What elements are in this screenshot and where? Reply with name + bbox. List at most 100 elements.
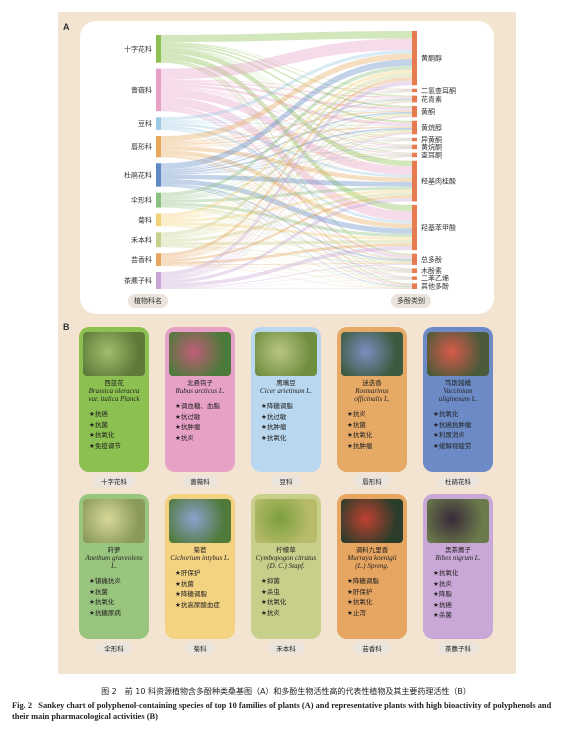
- plant-card: 调料九里香 Murraya koenigii (L.) Spreng. ★降糖调脂 ★肝…: [337, 494, 407, 639]
- sankey-link: [161, 100, 412, 237]
- sankey-link: [161, 129, 412, 278]
- sankey-target-label: 黄烷酮: [421, 142, 442, 151]
- sankey-link: [161, 77, 412, 257]
- activity-item: ★镇痛抗炎: [89, 577, 121, 585]
- sankey-target-node: [412, 160, 417, 202]
- plant-common-name: 黑茶藨子: [445, 546, 471, 554]
- sankey-source-label: 茶藨子科: [124, 276, 152, 285]
- sankey-link: [161, 150, 412, 229]
- sankey-link: [161, 225, 412, 280]
- activity-item: ★抗肿瘤: [261, 423, 287, 431]
- sankey-link: [161, 185, 412, 272]
- sankey-target-label: 查耳酮: [421, 150, 442, 159]
- sankey-link: [161, 69, 412, 217]
- sankey-link: [161, 91, 412, 277]
- sankey-link: [161, 73, 412, 237]
- plant-latin-name: officinalis L.: [354, 395, 390, 403]
- sankey-link: [161, 106, 412, 258]
- sankey-link: [161, 265, 412, 289]
- sankey-link: [161, 128, 412, 259]
- plant-latin-name: Anethum graveolens L.: [85, 554, 143, 570]
- sankey-target-node: [412, 276, 417, 280]
- sankey-target-label: 黄酮醇: [421, 54, 442, 63]
- sankey-source-node: [156, 117, 161, 130]
- sankey-link: [161, 113, 412, 219]
- sankey-link: [161, 156, 412, 281]
- activity-item: ★抗氧化: [433, 569, 459, 577]
- sankey-source-node: [156, 213, 161, 227]
- sankey-link: [161, 83, 412, 126]
- sankey-source-label: 豆科: [138, 119, 152, 128]
- sankey-link: [161, 186, 412, 287]
- plant-card: 柠檬草 Cymbopogon citratus (D. C.) Stapf. ★抑菌 ★…: [251, 494, 321, 639]
- sankey-target-label: 总多酚: [421, 255, 442, 264]
- sankey-link: [161, 91, 412, 257]
- sankey-link: [161, 222, 412, 241]
- sankey-link: [161, 246, 412, 288]
- sankey-link: [161, 99, 412, 171]
- activity-item: ★抗菌: [89, 420, 108, 429]
- family-tag: 茶藨子科: [437, 642, 479, 654]
- sankey-link: [161, 98, 412, 122]
- sankey-source-node: [156, 232, 161, 248]
- sankey-source-label: 十字花科: [124, 44, 152, 53]
- sankey-link: [161, 263, 412, 266]
- sankey-target-label: 异黄酮: [421, 135, 442, 144]
- sankey-link: [161, 48, 412, 167]
- plant-common-name: 柠檬草: [276, 546, 296, 554]
- activity-item: ★降糖调脂: [261, 402, 293, 410]
- sankey-source-node: [156, 271, 161, 289]
- plant-card: 菊苣 Cichorium intybus L. ★肝保护 ★抗菌 ★降糖调脂 ★抗高尿酸血…: [165, 494, 235, 639]
- activity-item: ★抗过敏: [175, 412, 201, 421]
- sankey-link: [161, 53, 412, 212]
- sankey-link: [161, 61, 412, 285]
- sankey-target-node: [412, 253, 417, 265]
- sankey-link: [161, 156, 412, 287]
- activity-item: ★抗氧化: [261, 598, 287, 606]
- sankey-link: [161, 145, 412, 148]
- plant-common-name: 鹰嘴豆: [276, 379, 296, 387]
- figure-caption-cn: 图 2 前 10 科资源植物含多酚种类桑基图（A）和多酚生物活性高的代表性植物及…: [101, 687, 471, 696]
- sankey-link: [161, 148, 412, 240]
- sankey-link: [161, 147, 412, 220]
- activity-item: ★肝保护: [175, 569, 201, 577]
- plant-card: 莳萝 Anethum graveolens L. ★镇痛抗炎 ★抗菌 ★抗氧化 ★抗糖尿病: [79, 494, 149, 639]
- sankey-link: [161, 245, 412, 264]
- sankey-link: [161, 147, 412, 200]
- sankey-link: [161, 91, 412, 237]
- sankey-panel: [80, 21, 494, 314]
- dill-photo: [83, 499, 145, 543]
- sankey-target-node: [412, 204, 417, 251]
- sankey-source-label: 菊科: [138, 215, 152, 224]
- sankey-target-node: [412, 283, 417, 289]
- sankey-link: [161, 115, 412, 258]
- sankey-link: [161, 80, 412, 99]
- sankey-target-label: 黄烷醇: [421, 123, 442, 132]
- plant-latin-name: uliginosum L.: [438, 395, 478, 403]
- sankey-link: [161, 140, 412, 280]
- sankey-source-node: [156, 35, 161, 63]
- sankey-target-label: 其他多酚: [421, 282, 449, 291]
- sankey-link: [161, 263, 412, 288]
- sankey-link: [161, 140, 412, 220]
- sankey-target-label: 花青素: [421, 95, 442, 104]
- sankey-target-node: [412, 88, 417, 93]
- sankey-link: [161, 279, 412, 289]
- sankey-link: [161, 101, 412, 258]
- plant-card: 鹰嘴豆 Cicer arietinum L. ★降糖调脂 ★抗过敏 ★抗肿瘤 ★抗氧化: [251, 327, 321, 472]
- plant-latin-name: var. italica Planck: [88, 395, 140, 403]
- sankey-link: [161, 59, 412, 170]
- figure-caption-en-label: Fig. 2: [12, 701, 33, 710]
- sankey-link: [161, 80, 412, 277]
- sankey-source-label: 芸香科: [131, 255, 152, 264]
- sankey-link: [161, 86, 412, 139]
- activity-list: ★抗氧化 ★抗癌抗肿瘤 ★利尿消炎 ★缓解视疲劳: [427, 409, 489, 451]
- sankey-link: [161, 154, 412, 260]
- sankey-link: [161, 139, 412, 174]
- sankey-link: [161, 90, 412, 170]
- sankey-link: [161, 265, 412, 280]
- activity-item: ★抗过敏: [261, 412, 287, 421]
- source-axis-label: 植物科名: [128, 294, 168, 308]
- sankey-link: [161, 189, 412, 223]
- sankey-target-label: 羟基肉桂酸: [421, 177, 456, 186]
